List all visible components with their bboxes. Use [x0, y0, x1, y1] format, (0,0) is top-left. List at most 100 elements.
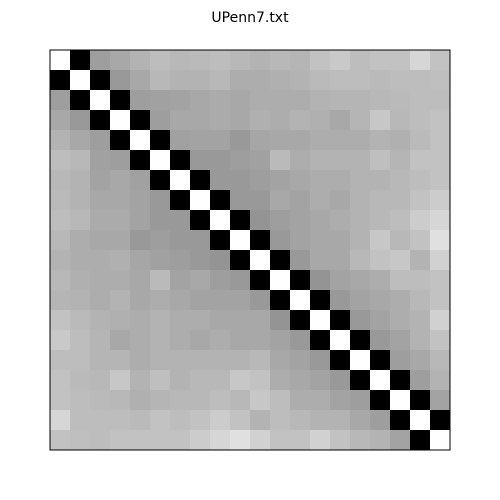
heatmap-cell-r2-c13: [310, 90, 331, 111]
heatmap-cell-r0-c17: [390, 50, 411, 71]
heatmap-cell-r11-c7: [190, 270, 211, 291]
heatmap-cell-r1-c17: [390, 70, 411, 91]
heatmap-cell-r6-c8: [210, 170, 231, 191]
heatmap-cell-r1-c11: [270, 70, 291, 91]
heatmap-cell-r16-c8: [210, 370, 231, 391]
heatmap-cell-r1-c18: [410, 70, 431, 91]
heatmap-cell-r1-c15: [350, 70, 371, 91]
heatmap-cell-r15-c4: [130, 350, 151, 371]
heatmap-cell-r9-c4: [130, 230, 151, 251]
heatmap-cell-r6-c7: [190, 170, 211, 191]
heatmap-cell-r3-c2: [90, 110, 111, 131]
heatmap-cell-r9-c11: [270, 230, 291, 251]
heatmap-cell-r19-c15: [350, 430, 371, 451]
heatmap-cell-r17-c1: [70, 390, 91, 411]
heatmap-cell-r13-c12: [290, 310, 311, 331]
heatmap-cell-r12-c12: [290, 290, 311, 311]
heatmap-cell-r1-c7: [190, 70, 211, 91]
heatmap-cell-r12-c9: [230, 290, 251, 311]
heatmap-cell-r5-c2: [90, 150, 111, 171]
heatmap-cell-r10-c19: [430, 250, 451, 271]
heatmap-cell-r11-c12: [290, 270, 311, 291]
heatmap-cell-r18-c3: [110, 410, 131, 431]
heatmap-cell-r7-c18: [410, 190, 431, 211]
heatmap-cell-r7-c13: [310, 190, 331, 211]
heatmap-cell-r8-c14: [330, 210, 351, 231]
heatmap-cell-r7-c17: [390, 190, 411, 211]
heatmap-cell-r15-c15: [350, 350, 371, 371]
heatmap-cell-r0-c15: [350, 50, 371, 71]
heatmap-cell-r17-c4: [130, 390, 151, 411]
heatmap-cell-r13-c9: [230, 310, 251, 331]
heatmap-cell-r11-c5: [150, 270, 171, 291]
heatmap-cell-r9-c14: [330, 230, 351, 251]
heatmap-cell-r13-c4: [130, 310, 151, 331]
heatmap-cell-r4-c1: [70, 130, 91, 151]
heatmap-cell-r14-c7: [190, 330, 211, 351]
heatmap-cell-r10-c3: [110, 250, 131, 271]
heatmap-cell-r15-c19: [430, 350, 451, 371]
heatmap-cell-r4-c5: [150, 130, 171, 151]
heatmap-cell-r12-c1: [70, 290, 91, 311]
heatmap-cell-r2-c8: [210, 90, 231, 111]
heatmap-cell-r17-c12: [290, 390, 311, 411]
heatmap-cell-r5-c6: [170, 150, 191, 171]
heatmap-cell-r11-c16: [370, 270, 391, 291]
heatmap-cell-r0-c19: [430, 50, 451, 71]
heatmap-cell-r5-c12: [290, 150, 311, 171]
heatmap-cell-r15-c6: [170, 350, 191, 371]
heatmap-cell-r19-c0: [50, 430, 71, 451]
heatmap-cell-r2-c3: [110, 90, 131, 111]
heatmap-cell-r13-c5: [150, 310, 171, 331]
heatmap-cell-r7-c12: [290, 190, 311, 211]
heatmap-cell-r1-c1: [70, 70, 91, 91]
heatmap-cell-r3-c7: [190, 110, 211, 131]
heatmap-cell-r12-c2: [90, 290, 111, 311]
heatmap-cell-r4-c11: [270, 130, 291, 151]
heatmap-cell-r10-c2: [90, 250, 111, 271]
heatmap-cell-r12-c5: [150, 290, 171, 311]
heatmap-cell-r3-c15: [350, 110, 371, 131]
heatmap-cell-r2-c14: [330, 90, 351, 111]
heatmap-cell-r9-c3: [110, 230, 131, 251]
heatmap-cell-r19-c19: [430, 430, 451, 451]
heatmap-cell-r5-c7: [190, 150, 211, 171]
heatmap-cell-r1-c12: [290, 70, 311, 91]
heatmap-cell-r6-c16: [370, 170, 391, 191]
heatmap-cell-r5-c14: [330, 150, 351, 171]
heatmap-cell-r19-c14: [330, 430, 351, 451]
heatmap-cell-r2-c4: [130, 90, 151, 111]
heatmap-cell-r11-c15: [350, 270, 371, 291]
heatmap-cell-r7-c1: [70, 190, 91, 211]
heatmap-cell-r4-c3: [110, 130, 131, 151]
heatmap-cell-r5-c5: [150, 150, 171, 171]
heatmap-cell-r8-c11: [270, 210, 291, 231]
heatmap-cell-r19-c17: [390, 430, 411, 451]
heatmap-cell-r18-c19: [430, 410, 451, 431]
heatmap-cell-r3-c18: [410, 110, 431, 131]
heatmap-cell-r11-c14: [330, 270, 351, 291]
heatmap-cell-r10-c1: [70, 250, 91, 271]
heatmap-cell-r15-c17: [390, 350, 411, 371]
heatmap-cell-r2-c10: [250, 90, 271, 111]
heatmap-cell-r4-c4: [130, 130, 151, 151]
heatmap-cell-r6-c5: [150, 170, 171, 191]
heatmap-cell-r12-c19: [430, 290, 451, 311]
heatmap-cell-r16-c15: [350, 370, 371, 391]
heatmap-cell-r9-c9: [230, 230, 251, 251]
heatmap-cell-r5-c4: [130, 150, 151, 171]
heatmap-cell-r12-c6: [170, 290, 191, 311]
heatmap-cell-r8-c8: [210, 210, 231, 231]
heatmap-cell-r17-c14: [330, 390, 351, 411]
heatmap-cell-r2-c15: [350, 90, 371, 111]
heatmap-cell-r5-c3: [110, 150, 131, 171]
heatmap-cell-r15-c7: [190, 350, 211, 371]
heatmap-cell-r19-c12: [290, 430, 311, 451]
heatmap-cell-r3-c16: [370, 110, 391, 131]
heatmap-cell-r6-c15: [350, 170, 371, 191]
heatmap-cell-r12-c3: [110, 290, 131, 311]
heatmap-cell-r14-c4: [130, 330, 151, 351]
heatmap-cell-r10-c9: [230, 250, 251, 271]
heatmap-cell-r0-c3: [110, 50, 131, 71]
